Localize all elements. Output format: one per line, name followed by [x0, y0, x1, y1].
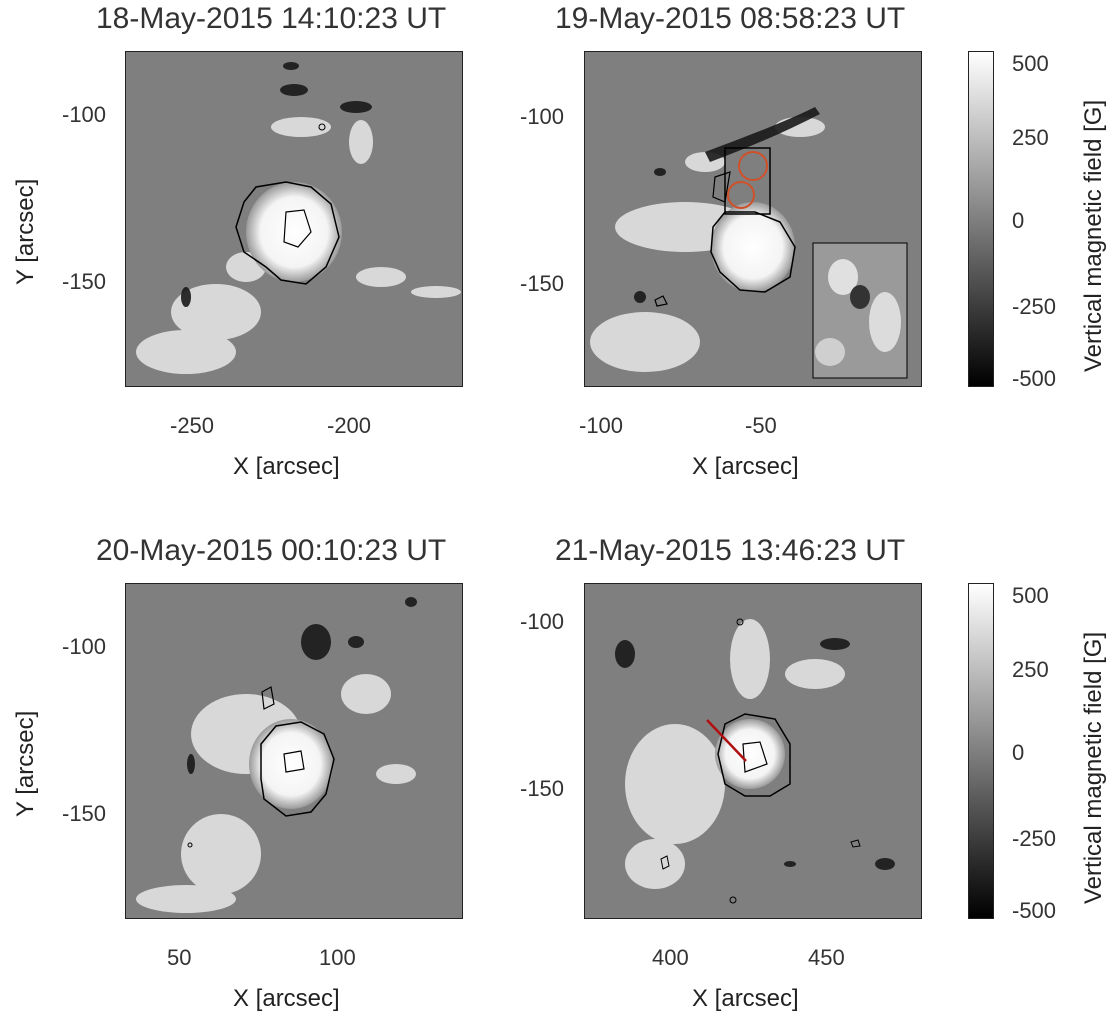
panel-1-xtick-2: -200: [327, 413, 372, 438]
colorbar-bottom-tick-minus250: -250: [1012, 826, 1057, 851]
colorbar-bottom-tick-0: 0: [1012, 740, 1025, 765]
colorbar-top-tick-500: 500: [1012, 51, 1049, 76]
panel-2-magnetogram-image: [585, 52, 921, 386]
slit-line: [706, 719, 747, 762]
colorbar-bottom-gradient: [968, 583, 994, 919]
panel-3-xtick-1: 50: [167, 945, 192, 970]
panel-4-xtick-1: 400: [652, 945, 689, 970]
zoom-inset: [812, 242, 908, 379]
panel-3-ylabel: Y [arcsec]: [12, 710, 39, 817]
colorbar-bottom-label: Vertical magnetic field [G]: [1080, 631, 1107, 904]
panel-2-ytick-1: -100: [520, 104, 565, 129]
panel-2-xtick-1: -100: [579, 413, 624, 438]
panel-4-ytick-2: -150: [520, 776, 565, 801]
panel-3-xlabel: X [arcsec]: [233, 985, 340, 1012]
panel-2-title: 19-May-2015 08:58:23 UT: [555, 2, 906, 35]
colorbar-top-tick-minus250: -250: [1012, 294, 1057, 319]
panel-4-ytick-1: -100: [520, 609, 565, 634]
panel-1-magnetogram-image: [126, 52, 462, 386]
colorbar-bottom-tick-250: 250: [1012, 657, 1049, 682]
panel-1-xlabel: X [arcsec]: [233, 453, 340, 480]
panel-4-xlabel: X [arcsec]: [692, 985, 799, 1012]
colorbar-top-tick-minus500: -500: [1012, 366, 1057, 391]
panel-3-magnetogram: [125, 583, 463, 919]
panel-4-magnetogram-image: [585, 584, 921, 918]
panel-1-ytick-1: -100: [62, 102, 107, 127]
colorbar-bottom-tick-500: 500: [1012, 583, 1049, 608]
panel-1-title: 18-May-2015 14:10:23 UT: [96, 2, 447, 35]
panel-3-ytick-1: -100: [62, 634, 107, 659]
panel-1-ytick-2: -150: [62, 269, 107, 294]
panel-1-xtick-1: -250: [170, 413, 215, 438]
region-box: [724, 147, 771, 215]
panel-4-magnetogram: [584, 583, 922, 919]
panel-4-xtick-2: 450: [808, 945, 845, 970]
panel-1-magnetogram: [125, 51, 463, 387]
colorbar-top-label: Vertical magnetic field [G]: [1080, 99, 1107, 372]
colorbar-top-tick-0: 0: [1012, 208, 1025, 233]
panel-2-ytick-2: -150: [520, 271, 565, 296]
panel-4-title: 21-May-2015 13:46:23 UT: [555, 534, 906, 567]
colorbar-top-gradient: [968, 51, 994, 387]
annotation-circle-1: [738, 151, 768, 181]
panel-3-magnetogram-image: [126, 584, 462, 918]
panel-3-xtick-2: 100: [319, 945, 356, 970]
annotation-circle-2: [727, 181, 755, 209]
panel-3-ytick-2: -150: [62, 801, 107, 826]
colorbar-top-tick-250: 250: [1012, 125, 1049, 150]
panel-1-ylabel: Y [arcsec]: [12, 178, 39, 285]
panel-2-xtick-2: -50: [745, 413, 777, 438]
colorbar-bottom-tick-minus500: -500: [1012, 898, 1057, 923]
panel-3-title: 20-May-2015 00:10:23 UT: [96, 534, 447, 567]
panel-2-xlabel: X [arcsec]: [692, 453, 799, 480]
panel-2-magnetogram: [584, 51, 922, 387]
